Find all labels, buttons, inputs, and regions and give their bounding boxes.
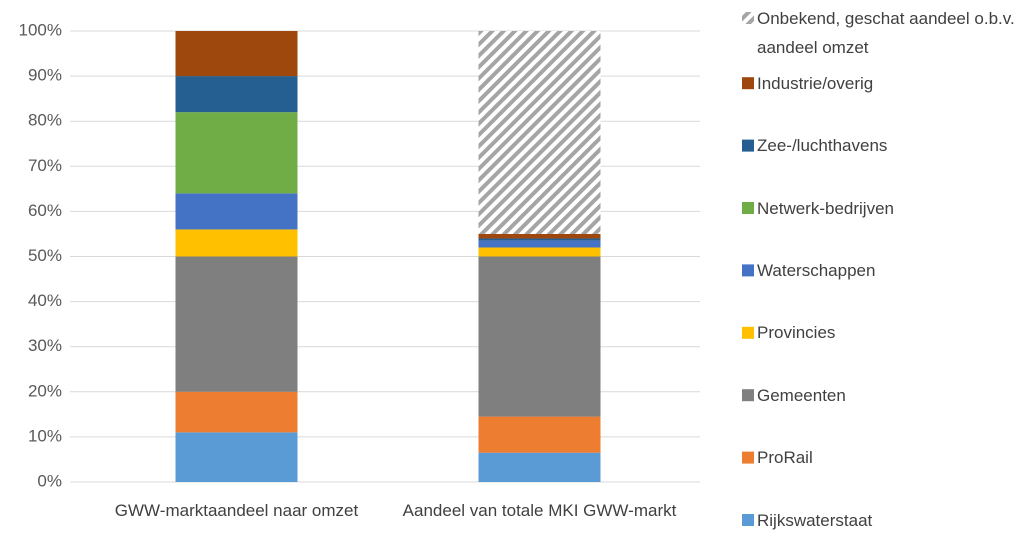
legend-label: Onbekend, geschat aandeel o.b.v. aandeel… — [757, 8, 1015, 57]
legend-swatch — [742, 389, 754, 402]
bar-segment — [175, 229, 298, 257]
legend-label: Provincies — [757, 323, 836, 343]
legend-label: Industrie/overig — [757, 73, 874, 93]
x-tick-label: GWW-marktaandeel naar omzet — [114, 501, 359, 520]
y-tick-label: 60% — [28, 201, 62, 220]
y-tick-label: 70% — [28, 156, 62, 175]
bar-segment — [175, 391, 298, 433]
y-tick-label: 50% — [28, 246, 62, 265]
y-tick-label: 40% — [28, 291, 62, 310]
bar-segment — [175, 76, 298, 113]
bar-segment — [478, 240, 601, 248]
legend-swatch — [742, 326, 754, 339]
x-tick-label: Aandeel van totale MKI GWW-markt — [402, 501, 677, 520]
legend-label: Zee-/luchthavens — [757, 136, 888, 156]
legend-swatch — [742, 451, 754, 464]
y-tick-label: 30% — [28, 336, 62, 355]
legend-swatch — [742, 264, 754, 277]
bar-segment — [175, 256, 298, 392]
bar-segment — [175, 432, 298, 482]
legend-swatch — [742, 12, 754, 24]
legend-label: Waterschappen — [757, 260, 876, 280]
legend-swatch — [742, 139, 754, 152]
y-tick-label: 10% — [28, 426, 62, 445]
legend-label: Rijkswaterstaat — [757, 510, 873, 530]
y-tick-label: 100% — [19, 20, 62, 39]
bar-segment — [175, 31, 298, 77]
bar-segment — [478, 31, 601, 234]
bar-segment — [175, 193, 298, 230]
legend-label: ProRail — [757, 448, 813, 468]
legend-swatch — [742, 202, 754, 214]
bar-segment — [175, 112, 298, 194]
y-tick-label: 20% — [28, 381, 62, 400]
bar-segment — [478, 233, 601, 239]
bar-segment — [478, 256, 601, 417]
bar-segment — [478, 247, 601, 257]
y-tick-label: 90% — [28, 66, 62, 85]
bar-segment — [478, 416, 601, 453]
bar-segment — [478, 238, 601, 241]
bar-segment — [478, 452, 601, 482]
y-tick-label: 0% — [37, 471, 62, 490]
legend-swatch — [742, 77, 754, 90]
legend-label: Gemeenten — [757, 385, 846, 405]
legend-swatch — [742, 514, 754, 526]
y-tick-label: 80% — [28, 111, 62, 130]
legend-label: Netwerk-bedrijven — [757, 198, 894, 218]
